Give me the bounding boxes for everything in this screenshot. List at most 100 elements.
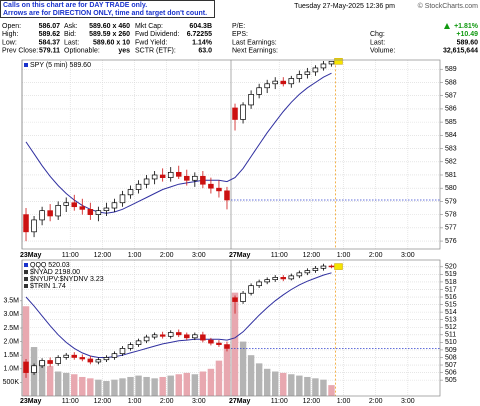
x-tick-label: 3:00 [401,252,415,259]
candle-body [320,265,327,269]
volume-bar [304,376,311,396]
x-tick-label: 1:00 [337,398,351,405]
candle-body [87,208,94,215]
candle-body [55,357,61,364]
legend-entry: SPY (5 min) 589.60 [30,62,91,69]
candle-body [224,190,230,201]
legend-entry: $NYAD 2198.00 [30,269,80,276]
candle-body [224,344,230,349]
volume-bar [271,371,279,396]
candle-body [119,194,126,204]
x-tick-label: 1:00 [337,252,351,259]
candle-body [248,285,254,294]
quote-label: Last: [64,39,79,46]
quote-value: 589.60 x 10 [93,39,130,46]
quote-value: 589.59 x 260 [89,31,130,38]
candle-body [103,357,110,361]
quote-value: 579.11 [39,48,60,55]
candle-body [192,334,198,339]
x-tick-label: 27May [229,252,251,259]
quote-value: 1.14% [192,39,213,46]
candle-body [63,202,69,206]
volume-bar [103,381,110,396]
y2-tick-label: 2.0M [3,338,19,345]
candle-body [167,171,174,178]
candle-body [127,344,134,349]
y-tick-label: 585 [445,119,457,126]
y-tick-label: 587 [445,93,457,100]
volume-bar [175,374,182,396]
x-tick-label: 11:00 [271,398,288,405]
candle-body [280,80,287,85]
volume-bar [62,372,70,396]
candle-body [79,357,86,360]
quote-label: Prev Close: [2,48,38,55]
y-tick-label: 518 [445,279,457,286]
volume-bar [167,375,174,396]
candle-body [216,187,222,192]
legend-swatch [24,277,28,281]
y-tick-label: 514 [445,309,457,316]
y2-tick-label: 500K [3,379,20,386]
x-tick-label: 2:00 [369,398,383,405]
candle-body [304,71,311,75]
candle-body [296,74,303,79]
y-tick-label: 513 [445,317,457,324]
x-tick-label: 23May [20,398,42,405]
candle-body [232,297,238,302]
y-tick-label: 509 [445,347,457,354]
candle-body [151,174,158,180]
candle-body [328,265,335,268]
candle-body [159,334,166,337]
quote-label: EPS: [232,31,248,38]
y2-tick-label: 1.0M [3,366,19,373]
candle-body [328,60,335,65]
candle-body [167,332,174,337]
y-tick-label: 516 [445,294,457,301]
quote-label: Fwd Dividend: [135,31,179,38]
volume-bar [87,378,94,396]
quote-value: 589.60 [457,39,479,46]
candle-body [200,334,206,341]
candle-body [288,78,295,85]
y-tick-label: 580 [445,185,457,192]
y-tick-label: 588 [445,79,457,86]
volume-bar [199,371,207,396]
volume-bar [296,375,303,396]
y-tick-label: 510 [445,339,457,346]
volume-bar [127,376,134,396]
quote-label: Low: [2,39,17,46]
y-tick-label: 511 [445,332,456,339]
volume-bar [46,366,54,396]
volume-bar [183,372,191,396]
volume-bar [312,378,319,396]
quote-label: Bid: [64,31,76,38]
x-tick-label: 12:00 [303,252,321,259]
volume-bar [159,376,166,396]
x-tick-label: 1:00 [128,252,142,259]
volume-bar [151,378,158,396]
quote-value: 589.60 x 460 [89,23,130,30]
volume-bar [328,385,335,396]
average-line [25,72,332,214]
brand: © StockCharts.com [418,2,479,10]
legend-entry: QQQ 520.03 [30,262,70,269]
candle-body [143,336,150,342]
volume-bar [135,375,142,396]
candle-body [256,87,262,95]
candle-body [87,358,94,363]
y2-tick-label: 3.0M [3,311,19,318]
candle-body [143,178,150,185]
candle-body [208,183,214,189]
candle-body [39,360,45,367]
x-tick-label: 2:00 [369,252,383,259]
quote-label: Ask: [64,23,78,30]
y2-tick-label: 1.5M [3,352,19,359]
legend-swatch [24,270,28,274]
x-tick-label: 12:00 [94,398,112,405]
x-tick-label: 2:00 [160,252,174,259]
candle-body [55,205,61,217]
candle-body [264,83,270,89]
volume-bar [143,376,150,396]
date: Tuesday 27-May-2025 12:36 pm [294,3,395,10]
